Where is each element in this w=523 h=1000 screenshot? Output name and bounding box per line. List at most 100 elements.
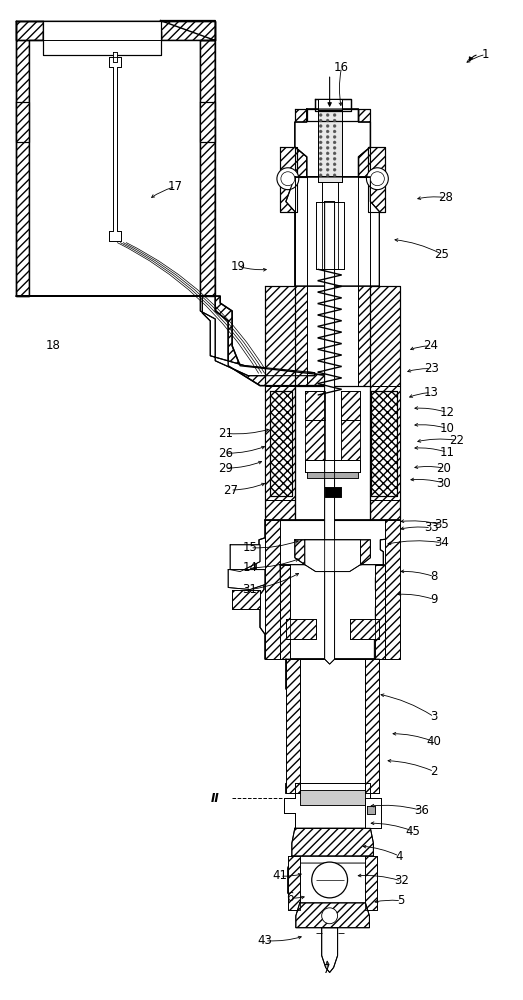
Circle shape — [322, 908, 337, 924]
Polygon shape — [366, 856, 378, 910]
Polygon shape — [295, 386, 370, 520]
Text: 16: 16 — [334, 61, 349, 74]
Polygon shape — [16, 102, 29, 142]
Polygon shape — [265, 520, 280, 659]
Polygon shape — [286, 177, 379, 286]
Circle shape — [312, 862, 348, 898]
Polygon shape — [295, 177, 307, 386]
Polygon shape — [370, 386, 400, 500]
Text: 14: 14 — [243, 561, 257, 574]
Circle shape — [333, 168, 336, 171]
Circle shape — [326, 135, 329, 138]
Text: 40: 40 — [427, 735, 441, 748]
Polygon shape — [16, 21, 43, 296]
Polygon shape — [368, 806, 376, 814]
Polygon shape — [256, 520, 400, 659]
Circle shape — [333, 174, 336, 177]
Polygon shape — [284, 783, 381, 828]
Polygon shape — [300, 790, 366, 805]
Circle shape — [326, 157, 329, 160]
Text: 22: 22 — [449, 434, 464, 447]
Circle shape — [333, 141, 336, 144]
Circle shape — [277, 168, 299, 190]
Circle shape — [319, 157, 322, 160]
Text: 43: 43 — [257, 934, 272, 947]
Circle shape — [281, 172, 295, 186]
Polygon shape — [200, 102, 215, 142]
Circle shape — [319, 141, 322, 144]
Text: 41: 41 — [272, 869, 288, 882]
Polygon shape — [295, 109, 370, 177]
Circle shape — [326, 125, 329, 127]
Text: 17: 17 — [168, 180, 183, 193]
Circle shape — [326, 152, 329, 155]
Polygon shape — [340, 420, 360, 460]
Circle shape — [326, 168, 329, 171]
Text: 27: 27 — [223, 484, 237, 497]
Polygon shape — [286, 619, 316, 639]
Circle shape — [333, 135, 336, 138]
Polygon shape — [113, 52, 117, 62]
Polygon shape — [292, 828, 373, 863]
Polygon shape — [385, 520, 400, 659]
Text: 28: 28 — [439, 191, 453, 204]
Circle shape — [326, 141, 329, 144]
Text: 34: 34 — [435, 536, 449, 549]
Polygon shape — [265, 286, 295, 520]
Circle shape — [319, 135, 322, 138]
Text: 29: 29 — [218, 462, 233, 475]
Circle shape — [326, 130, 329, 133]
Circle shape — [367, 168, 388, 190]
Circle shape — [326, 119, 329, 122]
Text: 12: 12 — [439, 406, 454, 419]
Polygon shape — [16, 21, 215, 40]
Text: 20: 20 — [437, 462, 451, 475]
Circle shape — [319, 174, 322, 177]
Text: 30: 30 — [437, 477, 451, 490]
Polygon shape — [371, 391, 397, 496]
Circle shape — [319, 168, 322, 171]
Text: 23: 23 — [424, 362, 438, 375]
Polygon shape — [286, 659, 300, 793]
Circle shape — [319, 130, 322, 133]
Circle shape — [370, 172, 384, 186]
Polygon shape — [232, 590, 260, 609]
Polygon shape — [307, 472, 358, 478]
Circle shape — [319, 163, 322, 166]
Polygon shape — [295, 109, 307, 177]
Polygon shape — [161, 21, 215, 296]
Polygon shape — [230, 545, 260, 572]
Polygon shape — [376, 565, 385, 659]
Text: 11: 11 — [439, 446, 454, 459]
Polygon shape — [315, 99, 350, 111]
Text: 10: 10 — [439, 422, 454, 435]
Text: 7: 7 — [323, 963, 331, 976]
Polygon shape — [305, 391, 325, 420]
Polygon shape — [280, 565, 384, 659]
Text: 24: 24 — [424, 339, 439, 352]
Text: 1: 1 — [482, 48, 490, 61]
Polygon shape — [370, 286, 400, 520]
Text: 21: 21 — [218, 427, 233, 440]
Polygon shape — [29, 40, 200, 296]
Polygon shape — [366, 798, 381, 828]
Polygon shape — [317, 110, 342, 182]
Polygon shape — [307, 109, 358, 121]
Polygon shape — [109, 57, 121, 241]
Circle shape — [326, 174, 329, 177]
Polygon shape — [358, 109, 370, 177]
Polygon shape — [286, 659, 379, 793]
Polygon shape — [280, 565, 290, 659]
Circle shape — [319, 119, 322, 122]
Circle shape — [333, 152, 336, 155]
Text: 15: 15 — [243, 541, 257, 554]
Polygon shape — [228, 570, 265, 590]
Polygon shape — [288, 856, 300, 910]
Circle shape — [326, 114, 329, 117]
Text: 18: 18 — [46, 339, 61, 352]
Circle shape — [333, 130, 336, 133]
Polygon shape — [349, 619, 379, 639]
Circle shape — [326, 146, 329, 149]
Circle shape — [333, 163, 336, 166]
Polygon shape — [317, 99, 342, 110]
